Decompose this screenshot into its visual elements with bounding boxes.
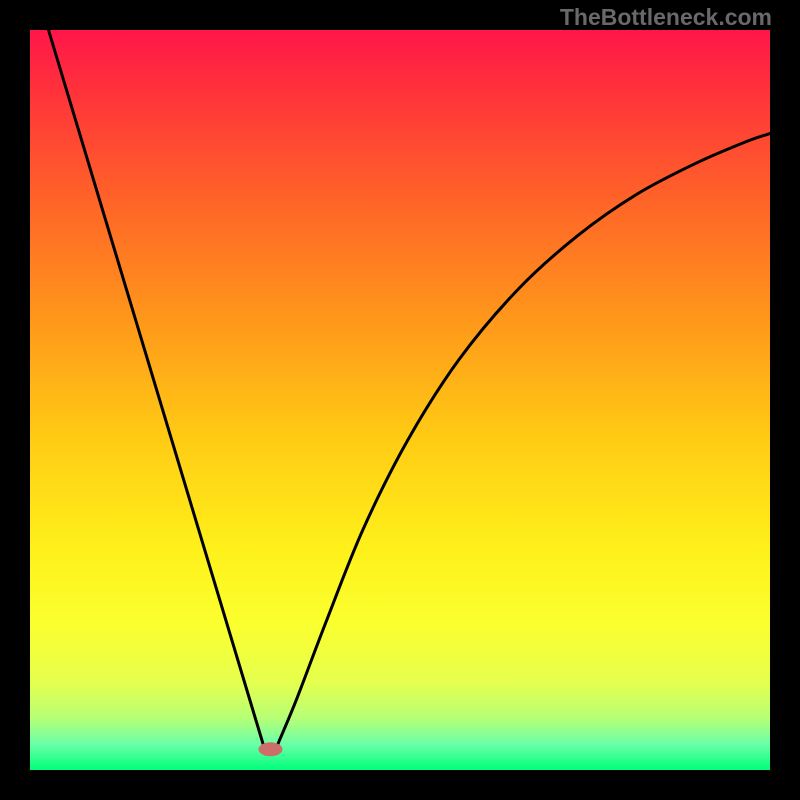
watermark-text: TheBottleneck.com — [560, 4, 772, 31]
bottleneck-curve — [30, 30, 770, 770]
chart-container: TheBottleneck.com — [0, 0, 800, 800]
plot-area — [30, 30, 770, 770]
optimal-point-marker — [259, 742, 283, 756]
